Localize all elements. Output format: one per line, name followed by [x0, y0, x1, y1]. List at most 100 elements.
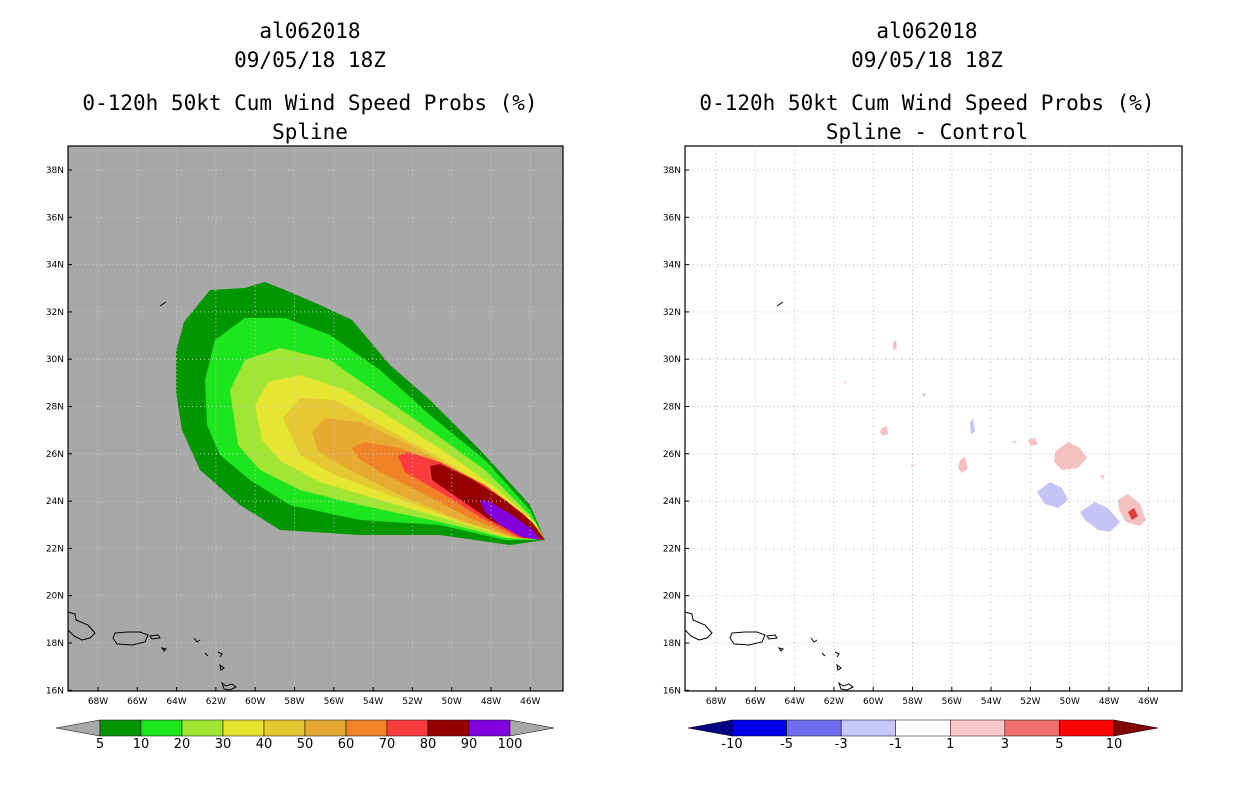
lon-tick-label: 48W [1099, 697, 1119, 707]
colorbar-label: 3 [1001, 737, 1009, 752]
colorbar-right-cap [1113, 719, 1159, 737]
lat-tick-label: 24N [46, 497, 64, 507]
diff-positive [1100, 475, 1104, 480]
lat-tick-label: 24N [663, 497, 681, 507]
right-gridlines [685, 146, 1182, 691]
lon-tick-label: 58W [902, 697, 922, 707]
lat-tick-label: 18N [663, 639, 681, 649]
lon-tick-label: 56W [324, 697, 344, 707]
colorbar-swatch [263, 719, 306, 737]
colorbar-label: 40 [256, 737, 273, 752]
lat-tick-label: 22N [663, 544, 681, 554]
colorbar-label: 50 [297, 737, 314, 752]
lon-tick-label: 48W [481, 697, 501, 707]
lat-tick-label: 20N [46, 592, 64, 602]
colorbar-label: 70 [379, 737, 396, 752]
lat-tick-label: 22N [46, 544, 64, 554]
lat-tick-label: 32N [663, 308, 681, 318]
colorbar-swatch [386, 719, 429, 737]
colorbar-label: 10 [1106, 737, 1123, 752]
diff-positive [1028, 438, 1038, 446]
lat-tick-label: 28N [663, 403, 681, 413]
colorbar-right-cap [509, 719, 555, 737]
lon-tick-label: 46W [1138, 697, 1158, 707]
lon-tick-label: 58W [284, 697, 304, 707]
colorbar-swatch [1059, 719, 1115, 737]
colorbar-swatch [840, 719, 896, 737]
lat-tick-label: 30N [46, 355, 64, 365]
lat-tick-label: 36N [663, 213, 681, 223]
colorbar-swatch [140, 719, 183, 737]
colorbar-swatch [468, 719, 511, 737]
diff-positive [958, 457, 968, 473]
right-difference-contours [844, 340, 1146, 532]
lon-tick-label: 52W [402, 697, 422, 707]
right-map: 38N 36N 34N 32N 30N 28N 26N 24N 22N 20N 18N 16N 68W… [663, 145, 1183, 707]
lat-tick-label: 26N [46, 450, 64, 460]
left-title-storm: al062018 [259, 19, 361, 43]
colorbar-label: 60 [338, 737, 355, 752]
left-title-method: Spline [272, 120, 348, 144]
right-lat-axis: 38N 36N 34N 32N 30N 28N 26N 24N 22N 20N 18N 16N [663, 166, 689, 696]
colorbar-label: 30 [215, 737, 232, 752]
lon-tick-label: 60W [245, 697, 265, 707]
colorbar-swatch [950, 719, 1006, 737]
colorbar-label: -5 [780, 737, 793, 752]
right-map-background [685, 146, 1182, 691]
diff-negative [1037, 482, 1068, 508]
diff-strong-positive [1128, 508, 1138, 520]
left-map: 38N 36N 34N 32N 30N 28N 26N 24N 22N 20N 18N 16N 68W… [46, 145, 564, 707]
lon-tick-label: 64W [166, 697, 186, 707]
colorbar-label: 5 [96, 737, 104, 752]
contour-90 [480, 500, 540, 540]
lat-tick-label: 26N [663, 450, 681, 460]
right-coastlines [684, 301, 854, 691]
colorbar-label: 5 [1055, 737, 1063, 752]
colorbar-left-cap [687, 719, 733, 737]
lat-tick-label: 20N [663, 592, 681, 602]
colorbar-label: -1 [889, 737, 902, 752]
colorbar-swatch [731, 719, 787, 737]
lat-tick-label: 36N [46, 213, 64, 223]
lon-tick-label: 56W [942, 697, 962, 707]
right-title-storm: al062018 [876, 19, 978, 43]
left-gridlines [68, 146, 563, 691]
lon-tick-label: 60W [863, 697, 883, 707]
left-colorbar: 5 10 20 30 40 50 60 70 80 90 100 [55, 719, 555, 752]
colorbar-swatch [786, 719, 842, 737]
left-title-product: 0-120h 50kt Cum Wind Speed Probs (%) [82, 91, 538, 115]
colorbar-swatch [1004, 719, 1060, 737]
diff-positive [911, 464, 914, 468]
left-probability-contours [176, 282, 545, 545]
lon-tick-label: 46W [520, 697, 540, 707]
lat-tick-label: 32N [46, 308, 64, 318]
diff-positive [844, 381, 846, 384]
left-coastlines [67, 301, 237, 691]
lat-tick-label: 16N [663, 686, 681, 696]
colorbar-swatch [427, 719, 470, 737]
left-lat-axis: 38N 36N 34N 32N 30N 28N 26N 24N 22N 20N 18N 16N [46, 166, 72, 696]
lon-tick-label: 64W [784, 697, 804, 707]
right-colorbar: -10 -5 -3 -1 1 3 5 10 [687, 719, 1159, 752]
colorbar-swatch [304, 719, 347, 737]
colorbar-label: 90 [461, 737, 478, 752]
lat-tick-label: 38N [663, 166, 681, 176]
colorbar-label: 1 [946, 737, 954, 752]
lon-tick-label: 62W [206, 697, 226, 707]
lon-tick-label: 54W [363, 697, 383, 707]
colorbar-label: 10 [133, 737, 150, 752]
right-title-method: Spline - Control [825, 120, 1029, 144]
lat-tick-label: 16N [46, 686, 64, 696]
diff-positive [880, 426, 888, 436]
diff-positive [1054, 442, 1087, 470]
right-lon-axis: 68W 66W 64W 62W 60W 58W 56W 54W 52W 50W 48W 46W [706, 687, 1159, 707]
colorbar-label: -10 [721, 737, 742, 752]
lat-tick-label: 28N [46, 403, 64, 413]
diff-negative [922, 393, 926, 397]
lon-tick-label: 50W [1060, 697, 1080, 707]
lon-tick-label: 52W [1020, 697, 1040, 707]
diff-positive [893, 340, 897, 350]
left-title-time: 09/05/18 18Z [234, 48, 386, 72]
lon-tick-label: 54W [981, 697, 1001, 707]
lon-tick-label: 62W [824, 697, 844, 707]
